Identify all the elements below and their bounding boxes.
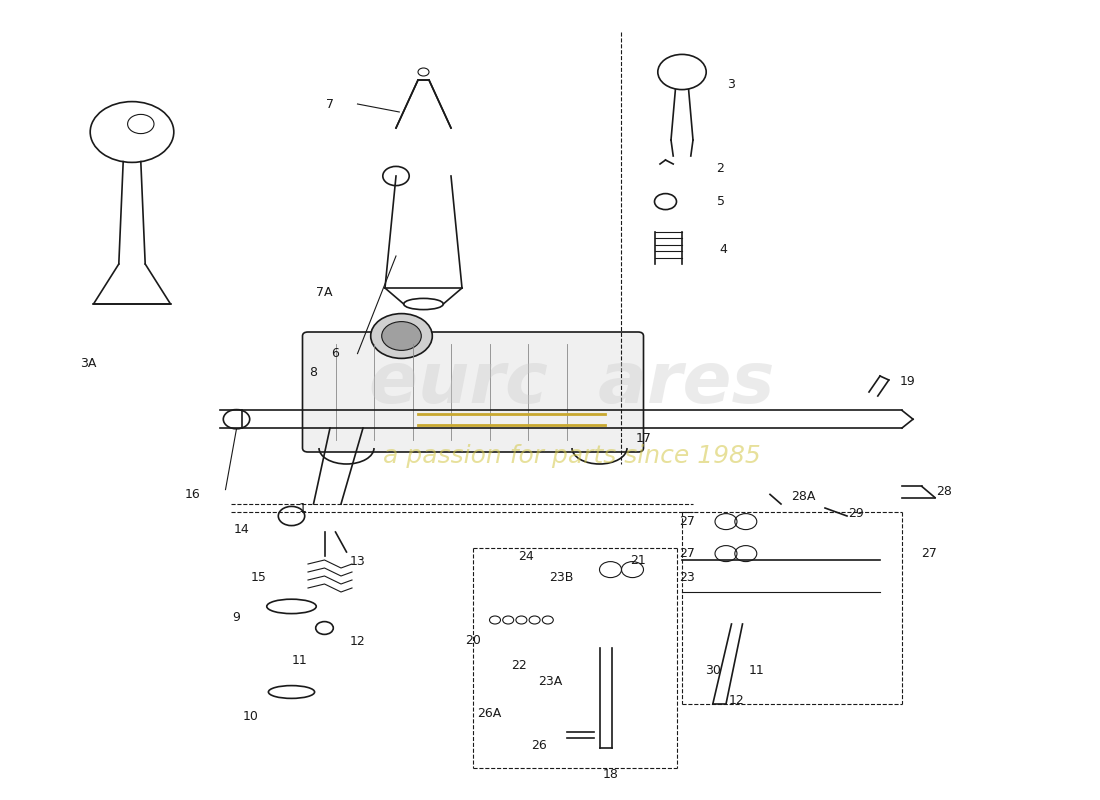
Text: 13: 13 <box>350 555 365 568</box>
Text: 17: 17 <box>636 432 651 445</box>
Text: 29: 29 <box>848 507 864 520</box>
Text: 4: 4 <box>719 243 728 256</box>
Text: 10: 10 <box>243 710 258 722</box>
Text: 3: 3 <box>727 78 736 90</box>
Text: 28: 28 <box>936 485 952 498</box>
Text: 19: 19 <box>900 375 915 388</box>
Text: 27: 27 <box>922 547 937 560</box>
Text: 16: 16 <box>185 488 200 501</box>
Text: 22: 22 <box>512 659 527 672</box>
Text: a passion for parts since 1985: a passion for parts since 1985 <box>383 444 761 468</box>
Circle shape <box>382 322 421 350</box>
Text: 28A: 28A <box>791 490 815 502</box>
Text: 24: 24 <box>518 550 534 562</box>
Text: 3A: 3A <box>80 358 96 370</box>
Text: 21: 21 <box>630 554 646 566</box>
Text: 2: 2 <box>716 162 725 174</box>
Text: 14: 14 <box>234 523 250 536</box>
Text: 8: 8 <box>309 366 318 378</box>
Text: 11: 11 <box>292 654 307 666</box>
Text: 9: 9 <box>232 611 241 624</box>
Text: 1: 1 <box>298 502 307 514</box>
Text: 27: 27 <box>680 547 695 560</box>
Text: 7A: 7A <box>317 286 332 298</box>
Text: 20: 20 <box>465 634 481 646</box>
Text: 30: 30 <box>705 664 720 677</box>
Circle shape <box>371 314 432 358</box>
Text: 26A: 26A <box>477 707 502 720</box>
Text: eurc  ares: eurc ares <box>370 350 774 418</box>
Text: 23A: 23A <box>538 675 562 688</box>
Text: 7: 7 <box>326 98 334 110</box>
Text: 23: 23 <box>680 571 695 584</box>
Text: 5: 5 <box>716 195 725 208</box>
Text: 23B: 23B <box>549 571 573 584</box>
FancyBboxPatch shape <box>302 332 644 452</box>
Text: 12: 12 <box>729 694 745 706</box>
Text: 15: 15 <box>251 571 266 584</box>
Text: 18: 18 <box>603 768 618 781</box>
Text: 27: 27 <box>680 515 695 528</box>
Text: 12: 12 <box>350 635 365 648</box>
Text: 11: 11 <box>749 664 764 677</box>
Text: 26: 26 <box>531 739 547 752</box>
Text: 6: 6 <box>331 347 340 360</box>
